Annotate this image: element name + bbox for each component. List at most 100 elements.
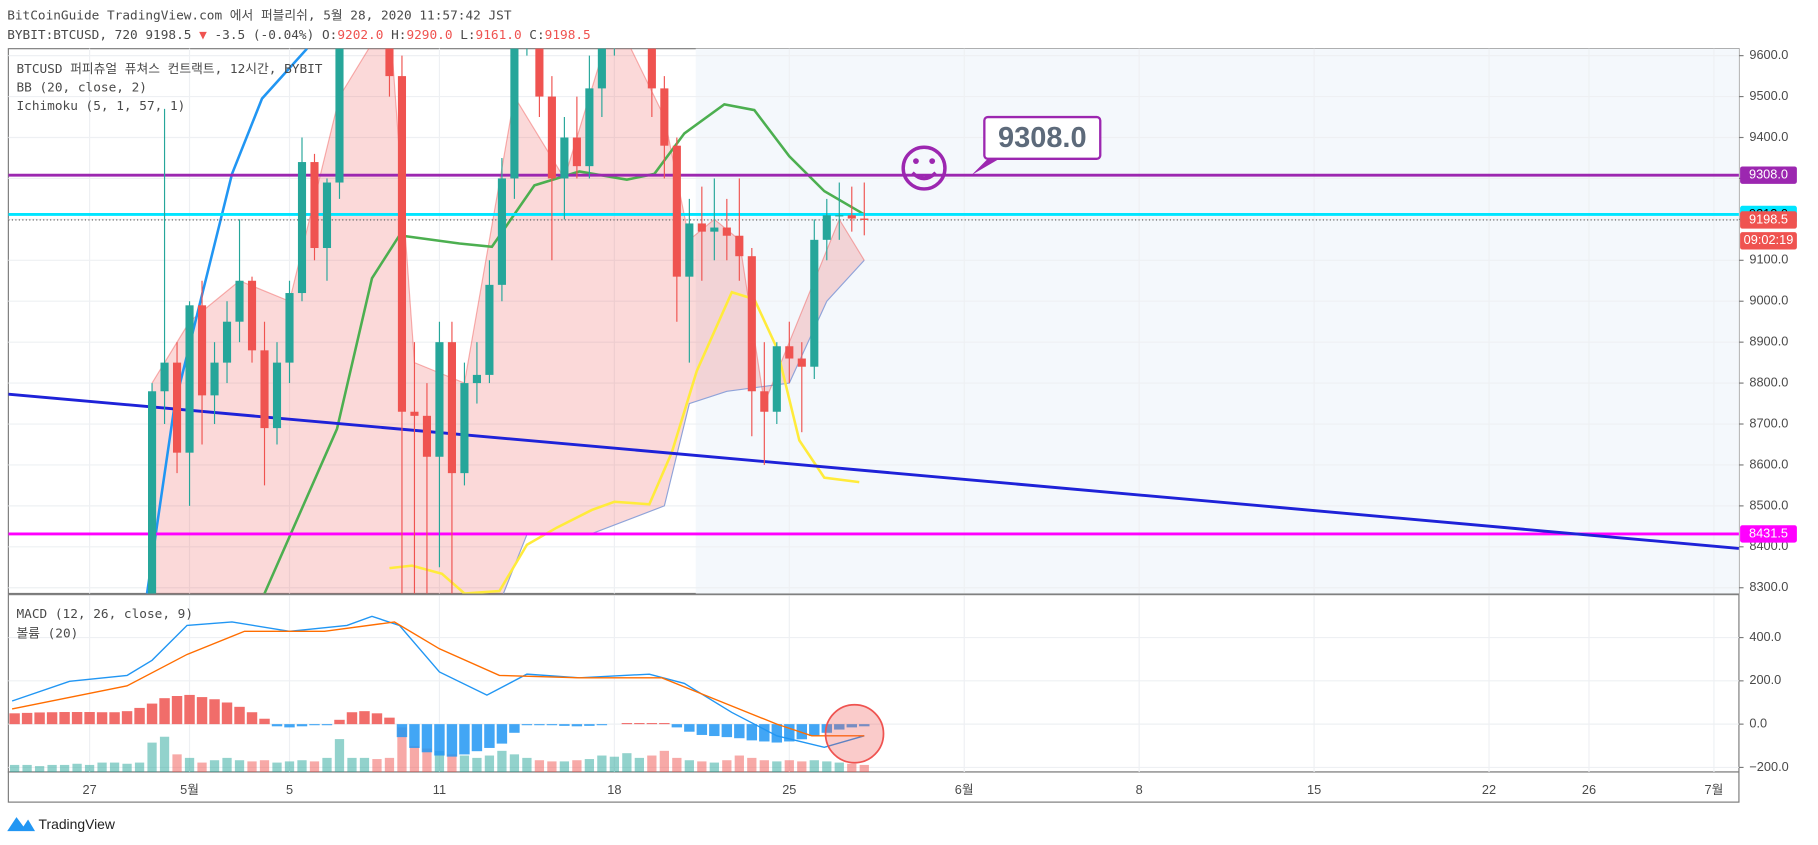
volume-bar (247, 761, 257, 772)
legend-volume: 볼륨 (20) (16, 627, 78, 642)
trendline (8, 392, 1739, 550)
histogram-bar (434, 724, 445, 756)
candle-body (647, 48, 656, 89)
histogram-bar (771, 724, 783, 743)
volume-bar (647, 755, 657, 772)
volume-bar (84, 764, 95, 772)
candle-body (660, 88, 669, 146)
price-tag-label: 9308.0 (1749, 167, 1788, 182)
volume-bar (859, 764, 869, 772)
y-tick-label: 0.0 (1749, 716, 1767, 731)
volume-bar (822, 761, 832, 772)
histogram-bar (396, 724, 408, 738)
histogram-bar (846, 724, 857, 728)
candle-body (735, 235, 744, 257)
volume-bar (484, 755, 495, 772)
volume-bar (109, 762, 120, 772)
candle-body (422, 415, 432, 457)
histogram-bar (709, 724, 720, 737)
volume-bar (434, 750, 445, 772)
macd-line (11, 615, 865, 749)
legend-macd: MACD (12, 26, close, 9) (16, 607, 193, 622)
candle-body (197, 305, 207, 396)
volume-bar (47, 764, 57, 772)
candle-body (672, 145, 681, 277)
volume-bar (159, 736, 170, 772)
histogram-bar (221, 702, 233, 725)
y-tick-label: 9500.0 (1749, 88, 1788, 103)
price-tag (1740, 211, 1797, 229)
histogram-bar (621, 723, 633, 725)
histogram-bar (171, 696, 183, 725)
histogram-bar (646, 723, 658, 725)
histogram-bar (546, 724, 558, 726)
close: 9198.5 (545, 27, 591, 42)
volume-bar (547, 761, 557, 772)
smiley-mouth (911, 171, 937, 181)
volume-bar (347, 757, 357, 772)
countdown-tag (1740, 232, 1797, 250)
y-tick-label: 8500.0 (1749, 497, 1788, 512)
candle-body (697, 223, 706, 232)
price-plot (8, 15, 1739, 594)
histogram-bar (796, 724, 808, 740)
smiley-eye (929, 158, 936, 165)
y-tick-label: 8300.0 (1749, 579, 1788, 594)
candle-body (760, 391, 769, 412)
candle-body (397, 76, 407, 412)
publish-line: BitCoinGuide TradingView.com 에서 퍼블리쉬, 5월… (7, 9, 512, 24)
h-label: H: (391, 27, 406, 42)
histogram-bar (371, 713, 383, 725)
volume-bar (147, 742, 157, 772)
candle-body (335, 48, 344, 183)
volume-bar (72, 763, 82, 772)
volume-bar (409, 746, 420, 772)
volume-bar (322, 757, 332, 772)
volume-bar (572, 760, 582, 772)
histogram-bar (559, 724, 570, 726)
volume-bar (34, 766, 45, 772)
smiley (901, 145, 947, 191)
histogram-bar (759, 724, 770, 742)
macd-plot (9, 615, 870, 772)
histogram-bar (521, 724, 533, 726)
volume-bar (709, 762, 719, 772)
price-tag (1740, 525, 1797, 543)
volume-bar (122, 763, 132, 772)
price-tag (1740, 166, 1797, 184)
volume-bar (272, 762, 282, 772)
histogram-bar (259, 718, 270, 725)
volume-bar (597, 755, 607, 772)
smiley-face (901, 145, 947, 191)
volume-bar (772, 761, 782, 772)
histogram-bar (734, 724, 745, 739)
histogram-bar (284, 724, 295, 728)
x-tick-label: 22 (1482, 782, 1496, 797)
histogram-bar (696, 724, 708, 735)
arrow: ▼ (199, 27, 207, 42)
callout-box (983, 115, 1102, 160)
candle-body (472, 374, 481, 384)
candle-body (247, 280, 257, 351)
histogram-bar (109, 712, 120, 725)
volume-bar (609, 756, 620, 772)
candle-body (610, 15, 618, 35)
histogram-bar (784, 724, 795, 742)
volume-bar (97, 762, 107, 772)
symbol: BYBIT:BTCUSD, 720 9198.5 (7, 27, 191, 42)
histogram-bar (46, 712, 58, 725)
volume-bar (309, 761, 320, 772)
volume-bar (172, 754, 182, 772)
histogram-bar (71, 712, 83, 725)
candle-body (847, 215, 856, 219)
candle-body (435, 342, 444, 457)
histogram-bar (121, 711, 133, 725)
callout-pointer (971, 158, 1000, 176)
volume-bar (372, 759, 382, 772)
volume-bar (222, 757, 232, 772)
histogram-bar (134, 707, 145, 725)
histogram-bar (184, 694, 195, 725)
x-tick-label: 5월 (180, 782, 199, 797)
volume-bar (472, 757, 482, 772)
